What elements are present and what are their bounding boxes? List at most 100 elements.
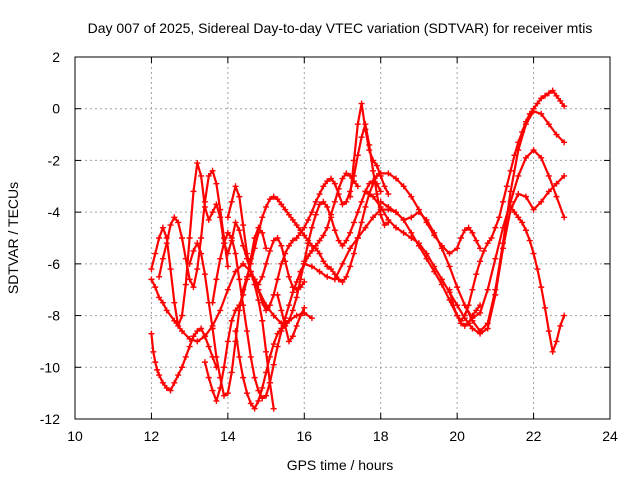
- x-axis-label: GPS time / hours: [287, 457, 394, 473]
- data-point-marker: [381, 222, 388, 229]
- data-point-marker: [259, 229, 266, 236]
- data-point-marker: [194, 266, 201, 273]
- data-point-marker: [159, 255, 166, 262]
- data-point-marker: [366, 147, 373, 154]
- data-point-marker: [469, 325, 476, 332]
- y-tick-label: -4: [48, 204, 61, 220]
- data-point-marker: [492, 255, 499, 262]
- data-point-marker: [255, 224, 262, 231]
- data-point-marker: [538, 284, 545, 291]
- data-point-marker: [156, 273, 163, 280]
- data-point-marker: [484, 325, 491, 332]
- data-point-marker: [243, 390, 250, 397]
- data-point-marker: [347, 245, 354, 252]
- data-point-marker: [190, 284, 197, 291]
- data-point-marker: [282, 322, 289, 329]
- data-point-marker: [454, 245, 461, 252]
- data-point-marker: [408, 193, 415, 200]
- data-point-marker: [259, 317, 266, 324]
- data-point-marker: [343, 198, 350, 205]
- data-point-marker: [228, 317, 235, 324]
- data-point-marker: [159, 224, 166, 231]
- data-point-marker: [167, 222, 174, 229]
- data-point-marker: [477, 258, 484, 265]
- data-point-marker: [343, 237, 350, 244]
- data-point-marker: [561, 214, 568, 221]
- data-point-marker: [393, 175, 399, 182]
- data-point-marker: [228, 235, 235, 241]
- data-point-marker: [186, 235, 193, 241]
- data-point-marker: [282, 206, 289, 213]
- data-point-marker: [408, 235, 415, 241]
- data-point-marker: [450, 302, 457, 309]
- data-point-marker: [515, 172, 522, 179]
- data-point-marker: [316, 250, 323, 257]
- series-track-14: [507, 203, 568, 355]
- data-point-marker: [228, 369, 235, 376]
- data-point-marker: [243, 328, 250, 335]
- data-point-marker: [500, 198, 506, 205]
- data-point-marker: [377, 203, 384, 210]
- data-point-marker: [557, 97, 564, 104]
- data-point-marker: [415, 240, 422, 247]
- data-point-marker: [530, 147, 537, 154]
- data-point-marker: [446, 263, 453, 270]
- data-point-marker: [457, 235, 464, 241]
- data-point-marker: [190, 188, 197, 195]
- data-point-marker: [179, 312, 185, 319]
- data-point-marker: [259, 384, 266, 391]
- series-track-13: [461, 147, 568, 322]
- series-track-17: [224, 183, 277, 412]
- data-point-marker: [263, 245, 270, 252]
- data-point-marker: [350, 219, 357, 226]
- data-point-marker: [240, 374, 247, 381]
- data-point-marker: [308, 247, 315, 254]
- data-point-marker: [171, 299, 178, 306]
- data-point-marker: [251, 405, 258, 412]
- data-point-marker: [228, 198, 235, 205]
- data-point-marker: [530, 105, 537, 112]
- data-point-marker: [190, 247, 197, 254]
- data-point-marker: [175, 219, 182, 226]
- data-point-marker: [301, 224, 308, 231]
- data-point-marker: [213, 397, 220, 404]
- y-tick-label: -12: [40, 411, 60, 427]
- data-point-marker: [385, 170, 392, 177]
- data-point-marker: [477, 309, 484, 316]
- data-point-marker: [179, 235, 185, 241]
- data-point-marker: [511, 209, 518, 216]
- data-point-marker: [308, 242, 315, 249]
- data-point-marker: [335, 237, 342, 244]
- data-point-marker: [240, 291, 247, 298]
- data-point-marker: [190, 333, 197, 340]
- data-point-marker: [224, 390, 231, 397]
- data-point-marker: [542, 304, 549, 311]
- series-track-4: [156, 167, 231, 291]
- data-point-marker: [224, 229, 231, 236]
- data-point-marker: [213, 180, 220, 187]
- series-track-18: [347, 100, 392, 200]
- x-tick-label: 16: [296, 428, 312, 444]
- data-point-marker: [201, 271, 208, 278]
- data-point-marker: [270, 341, 277, 348]
- data-point-marker: [255, 297, 262, 304]
- data-point-marker: [232, 307, 239, 314]
- data-point-marker: [179, 328, 185, 335]
- data-point-marker: [289, 289, 296, 296]
- data-point-marker: [159, 379, 166, 386]
- data-point-marker: [538, 110, 545, 117]
- data-point-marker: [243, 276, 250, 283]
- data-point-marker: [358, 134, 365, 141]
- data-point-marker: [324, 273, 331, 280]
- data-point-marker: [362, 126, 369, 133]
- series-track-5: [186, 121, 392, 399]
- data-point-marker: [152, 284, 159, 291]
- data-point-marker: [316, 201, 323, 208]
- data-point-marker: [347, 263, 354, 270]
- data-point-marker: [461, 227, 468, 234]
- data-point-marker: [171, 214, 178, 221]
- data-point-marker: [496, 214, 503, 221]
- data-point-marker: [370, 193, 377, 200]
- data-point-marker: [194, 338, 201, 345]
- x-tick-label: 14: [220, 428, 236, 444]
